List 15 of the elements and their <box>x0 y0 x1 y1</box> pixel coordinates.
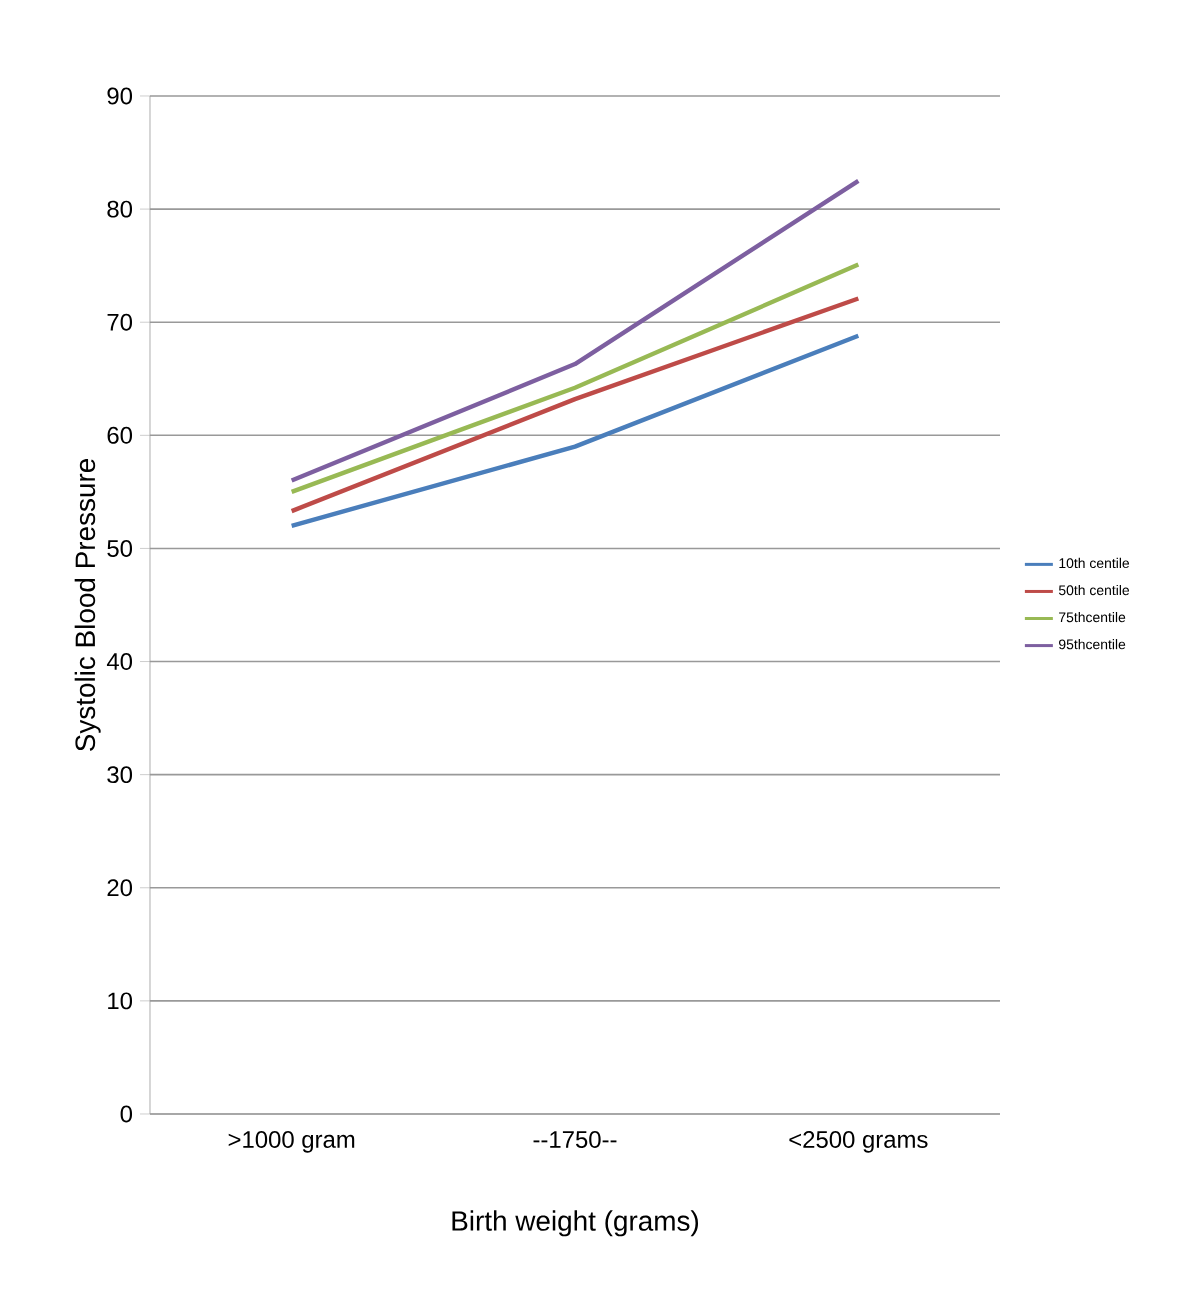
y-axis-title: Systolic Blood Pressure <box>74 458 101 751</box>
y-tick-label: 0 <box>120 1105 133 1123</box>
x-axis-title: Birth weight (grams) <box>452 1210 699 1237</box>
y-tick-label: 70 <box>107 313 133 331</box>
y-tick-label: 40 <box>106 653 133 670</box>
y-tick-label: 20 <box>107 879 133 897</box>
x-tick-label: <2500 grams <box>789 1131 928 1153</box>
y-tick-label: 90 <box>107 87 133 105</box>
y-tick-label: 50 <box>107 539 133 557</box>
y-tick-label: 60 <box>107 426 133 444</box>
y-tick-label: 10 <box>108 992 133 1010</box>
x-tick-label: >1000 gram <box>228 1131 355 1153</box>
y-tick-label: 80 <box>107 200 133 218</box>
y-tick-label: 30 <box>107 766 133 784</box>
x-tick-label: --1750-- <box>533 1131 617 1148</box>
